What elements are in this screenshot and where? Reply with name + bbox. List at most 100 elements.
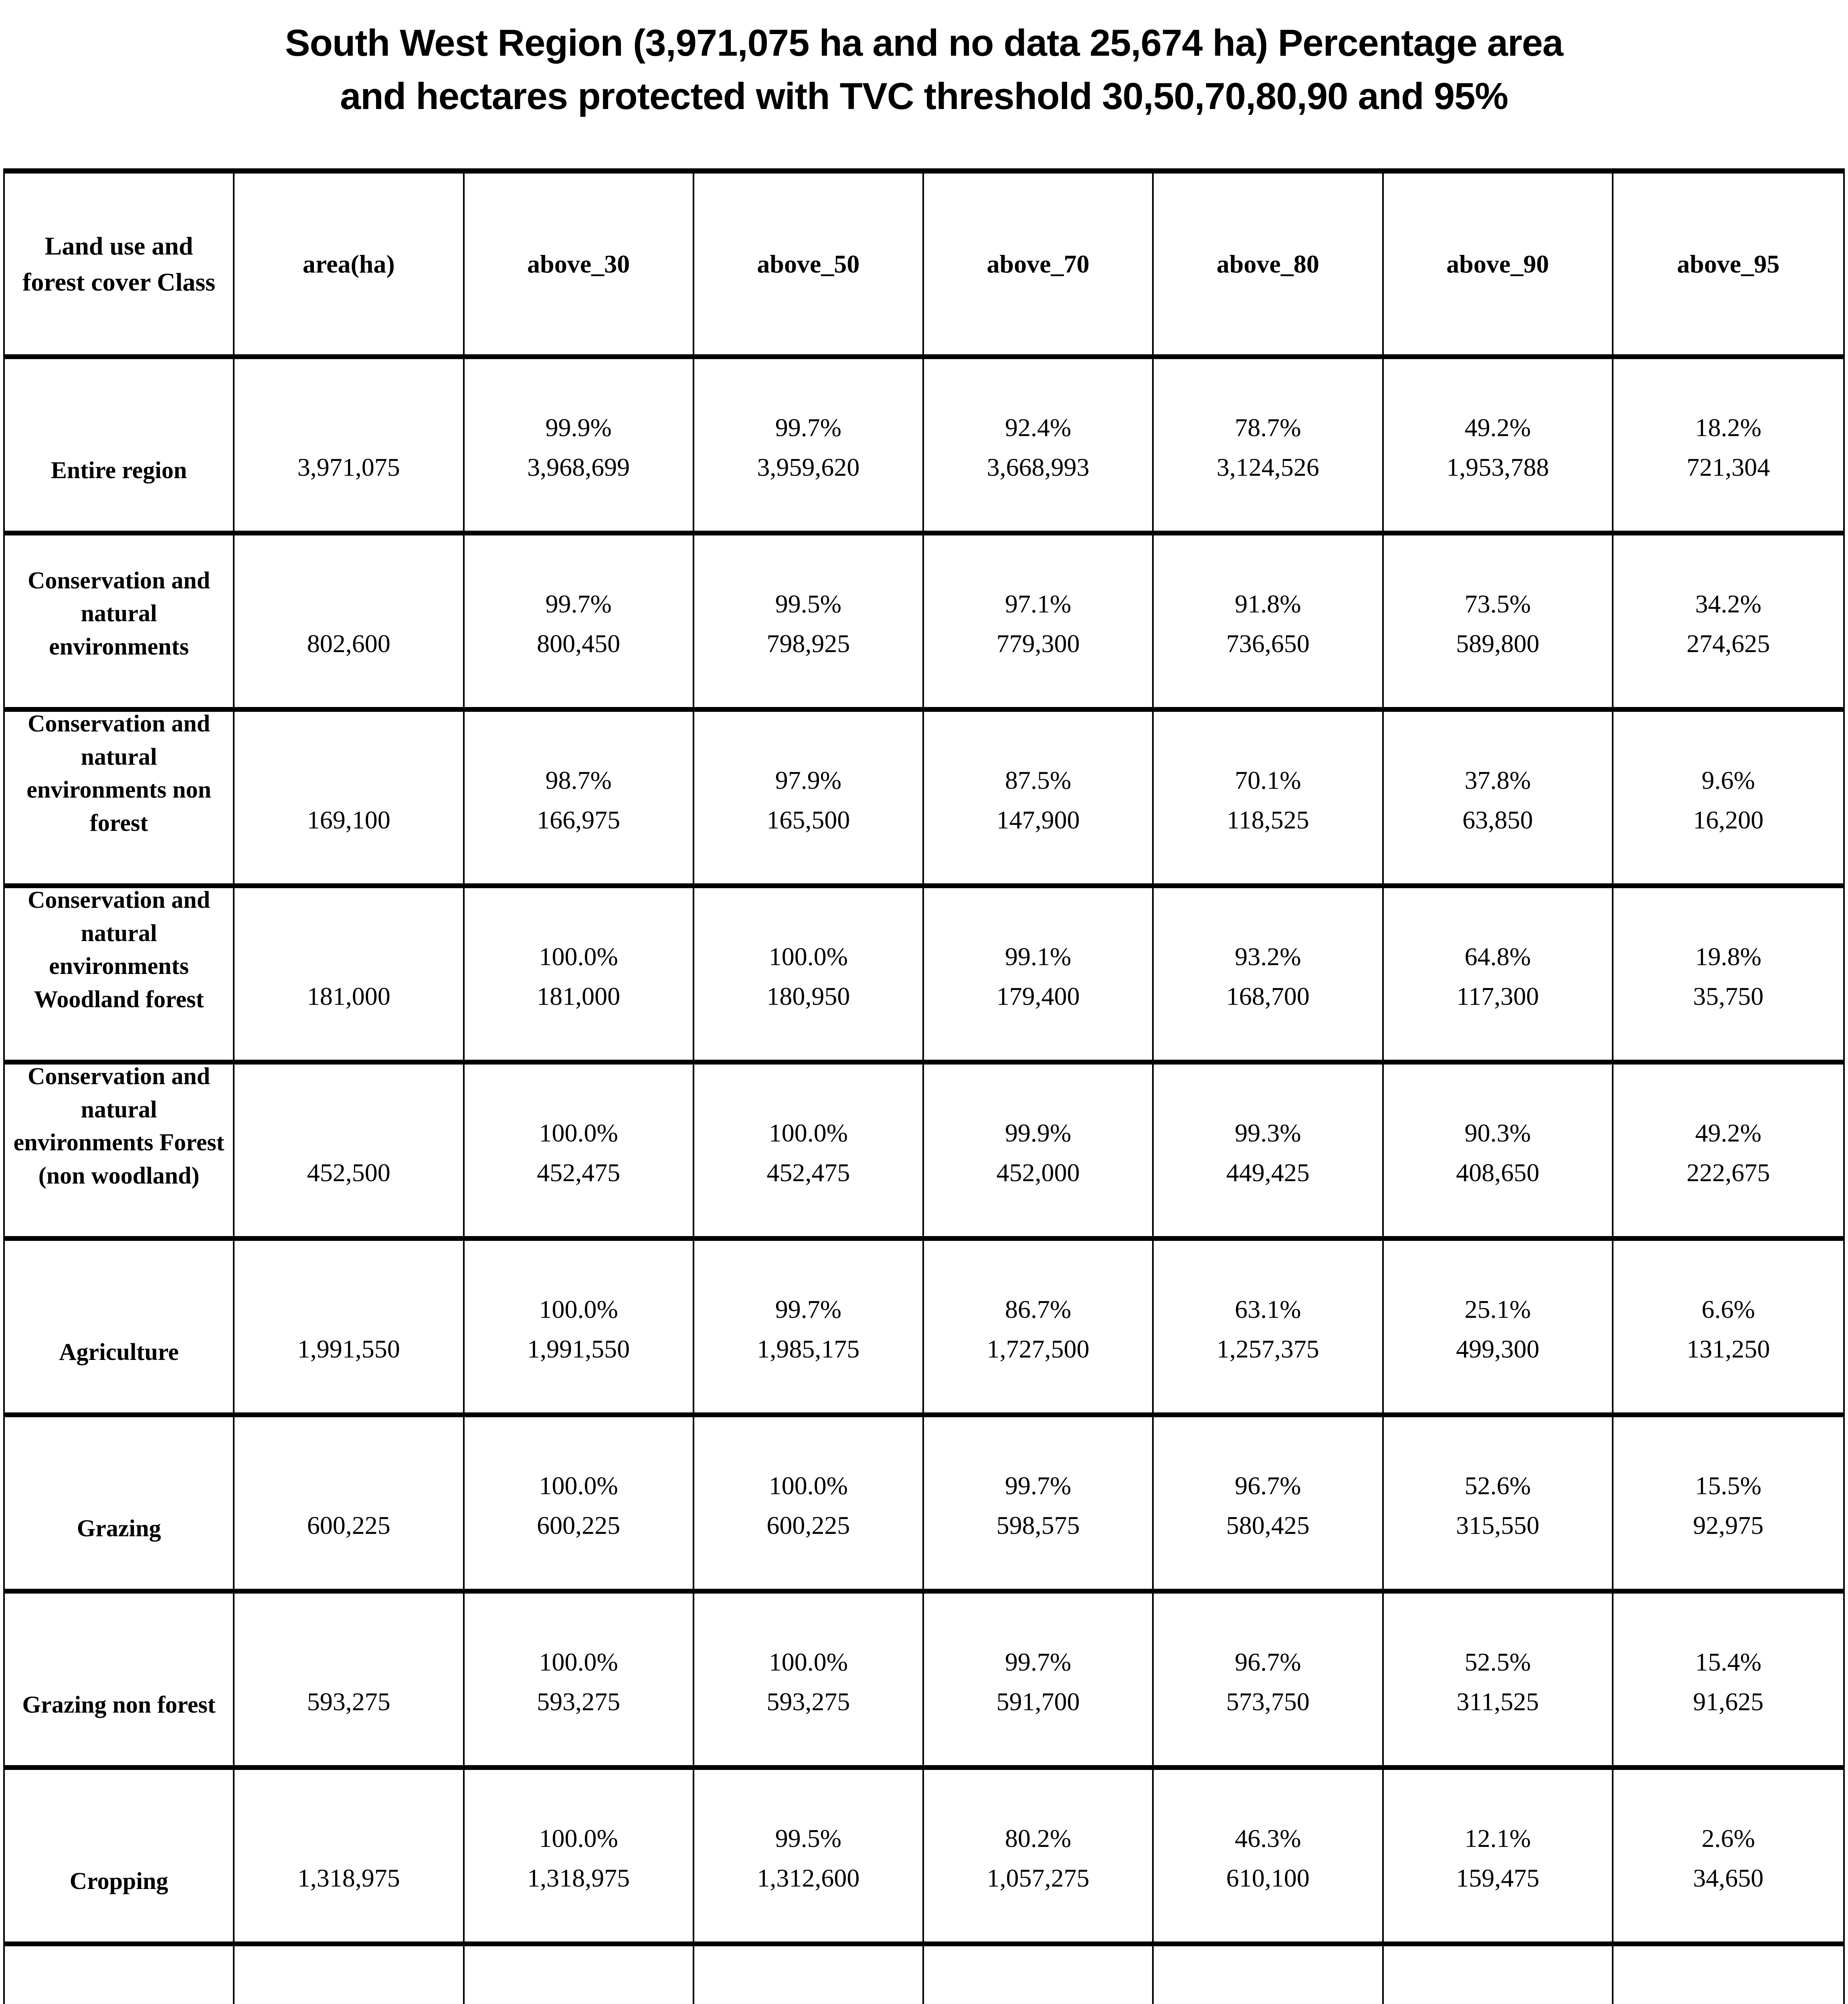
pct-line: 18.2% <box>1695 413 1762 442</box>
row-label-cell: Conservation and natural environments Wo… <box>5 887 235 1065</box>
pct-ha-stack: 99.7% 1,985,175 <box>702 1289 915 1369</box>
value-cell: 99.7% 1,985,175 <box>694 1241 924 1417</box>
value-cell: 49.2% 1,953,788 <box>1383 359 1613 535</box>
pct-line: 99.7% <box>1005 1647 1072 1676</box>
row-label-cell: Conservation and natural environments no… <box>5 710 235 888</box>
ha-line: 92,975 <box>1693 1511 1764 1539</box>
ha-line: 408,650 <box>1456 1158 1540 1187</box>
row-label-cell: Cropping <box>5 1770 235 1946</box>
pct-line: 100.0% <box>539 1471 618 1500</box>
value-cell: 80.2% 1,057,275 <box>924 1770 1154 1946</box>
pct-ha-stack: 70.1% 118,525 <box>1161 760 1375 840</box>
pct-ha-stack: 99.7% 800,450 <box>472 584 685 663</box>
ha-line: 499,300 <box>1456 1334 1540 1363</box>
ha-line: 3,959,620 <box>757 453 860 481</box>
row-label: Cropping <box>69 1868 168 1895</box>
value-cell: 25.1% 499,300 <box>1383 1241 1613 1417</box>
value-cell: 78.7% 3,124,526 <box>1154 359 1384 535</box>
page-title-line1: South West Region (3,971,075 ha and no d… <box>285 22 1563 64</box>
ha-line: 610,100 <box>1226 1863 1310 1892</box>
pct-line: 98.7% <box>545 766 612 794</box>
value-cell: 100.0% 593,275 <box>694 1594 924 1770</box>
row-label: Grazing non forest <box>22 1691 216 1718</box>
pct-ha-stack: 52.6% 315,550 <box>1391 1466 1605 1545</box>
pct-ha-stack: 34.2% 274,625 <box>1621 584 1836 663</box>
area-value: 600,225 <box>307 1511 390 1539</box>
ha-line: 222,675 <box>1686 1158 1770 1187</box>
value-cell: 12.1% 159,475 <box>1383 1770 1613 1946</box>
value-cell: 70.1% 118,525 <box>1154 712 1384 888</box>
header-cell: above_70 <box>924 174 1154 359</box>
pct-ha-stack: 80.2% 1,057,275 <box>931 1818 1145 1898</box>
value-cell: 100.0% 600,225 <box>694 1417 924 1594</box>
pct-ha-stack: 18.2% 721,304 <box>1621 408 1836 487</box>
pct-line: 99.5% <box>775 1824 842 1852</box>
ha-line: 179,400 <box>996 982 1080 1010</box>
pct-ha-stack: 73.5% 589,800 <box>1391 584 1605 663</box>
pct-line: 99.7% <box>775 413 842 442</box>
value-cell: 34.2% 274,625 <box>1613 535 1843 712</box>
pct-line: 64.8% <box>1464 942 1531 971</box>
value-cell: 19.8% 35,750 <box>1613 888 1843 1065</box>
pct-line: 99.7% <box>1005 1471 1072 1500</box>
pct-line: 100.0% <box>539 1824 618 1852</box>
pct-ha-stack: 100.0% 593,275 <box>472 1642 685 1721</box>
row-label: Entire region <box>51 457 187 484</box>
ha-line: 3,968,699 <box>527 453 630 481</box>
value-cell: 93.2% 168,700 <box>1154 888 1384 1065</box>
page-title-line2: and hectares protected with TVC threshol… <box>340 75 1508 117</box>
value-cell: 52.5% 311,525 <box>1383 1594 1613 1770</box>
pct-ha-stack: 100.0% 180,950 <box>702 937 915 1016</box>
ha-line: 1,312,600 <box>757 1863 860 1892</box>
pct-ha-stack: 92.4% 3,668,993 <box>931 408 1145 487</box>
pct-line: 100.0% <box>539 1647 618 1676</box>
pct-line: 100.0% <box>768 1118 848 1147</box>
ha-line: 181,000 <box>537 982 621 1010</box>
pct-line: 87.5% <box>1005 766 1072 794</box>
value-cell: 100.0% 1,991,550 <box>464 1241 694 1417</box>
area-cell: 181,000 <box>235 888 465 1065</box>
pct-ha-stack: 100.0%72,250 <box>702 1995 915 2004</box>
area-cell: 169,100 <box>235 712 465 888</box>
pct-line: 52.6% <box>1464 1471 1531 1500</box>
ha-line: 165,500 <box>766 805 850 834</box>
ha-line: 180,950 <box>766 982 850 1010</box>
pct-ha-stack: 78.7% 3,124,526 <box>1161 408 1375 487</box>
pct-ha-stack: 46.3% 610,100 <box>1161 1818 1375 1898</box>
pct-line: 37.8% <box>1464 766 1531 794</box>
pct-ha-stack: 99.1% 179,400 <box>931 937 1145 1016</box>
pct-line: 96.7% <box>1235 1471 1301 1500</box>
pct-line: 97.1% <box>1005 589 1072 618</box>
pct-ha-stack: 99.9% 3,968,699 <box>472 408 685 487</box>
page-title: South West Region (3,971,075 ha and no d… <box>0 16 1848 123</box>
area-cell: 1,318,975 <box>235 1770 465 1946</box>
value-cell: 99.5% 798,925 <box>694 535 924 712</box>
pct-ha-stack: 49.2% 222,675 <box>1621 1113 1836 1192</box>
row-label-cell: Conservation and natural environments Fo… <box>5 1063 235 1241</box>
ha-line: 3,124,526 <box>1216 453 1319 481</box>
area-cell: 3,971,075 <box>235 359 465 535</box>
area-value: 452,500 <box>307 1158 390 1187</box>
pct-ha-stack: 86.7% 1,727,500 <box>931 1289 1145 1369</box>
row-label: Grazing <box>77 1515 161 1542</box>
pct-ha-stack: 33.5%24,225 <box>1391 1995 1605 2004</box>
pct-ha-stack: 100.0% 181,000 <box>472 937 685 1016</box>
row-label-cell: Agriculture <box>5 1241 235 1417</box>
row-label: Conservation and natural environments Wo… <box>28 886 210 1013</box>
ha-line: 91,625 <box>1693 1687 1764 1716</box>
pct-ha-stack: 100.0%72,250 <box>472 1995 685 2004</box>
value-cell: 100.0% 593,275 <box>464 1594 694 1770</box>
ha-line: 315,550 <box>1456 1511 1540 1539</box>
pct-ha-stack: 25.1% 499,300 <box>1391 1289 1605 1369</box>
ha-line: 274,625 <box>1686 629 1770 658</box>
value-cell: 15.5% 92,975 <box>1613 1417 1843 1594</box>
pct-ha-stack: 5.0%3,600 <box>1621 1995 1836 2004</box>
value-cell: 97.1% 779,300 <box>924 535 1154 712</box>
ha-line: 580,425 <box>1226 1511 1310 1539</box>
area-cell: 600,225 <box>235 1417 465 1594</box>
pct-ha-stack: 93.2% 168,700 <box>1161 937 1375 1016</box>
header-label: above_80 <box>1216 249 1319 278</box>
pct-ha-stack: 87.5% 147,900 <box>931 760 1145 840</box>
header-cell-class: Land use and forest cover Class <box>5 174 235 359</box>
row-label: Conservation and natural environments Fo… <box>13 1063 224 1189</box>
